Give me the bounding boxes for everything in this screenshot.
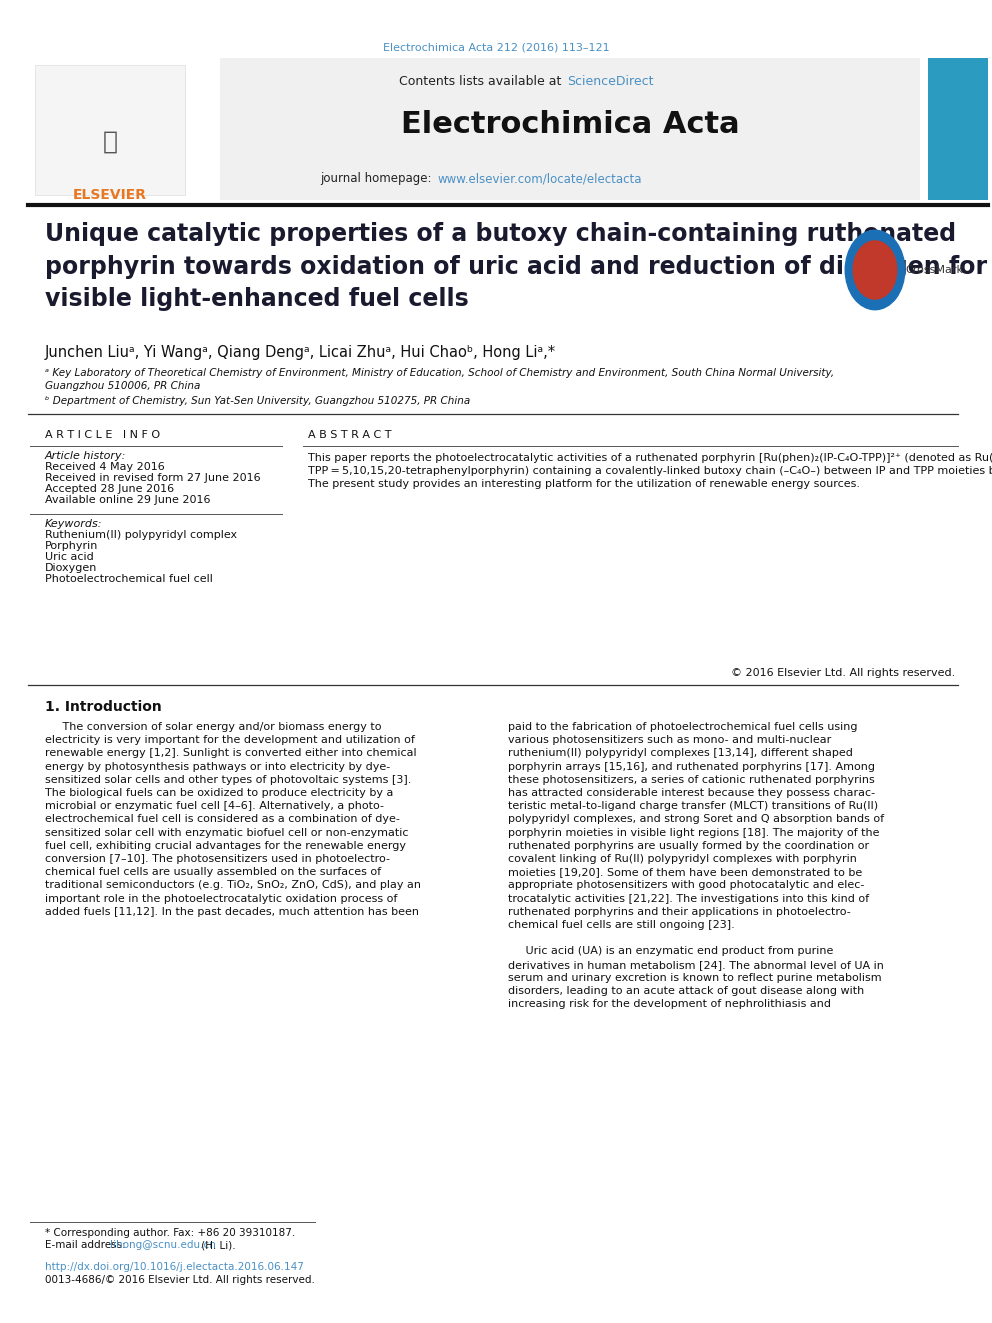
- Text: 0013-4686/© 2016 Elsevier Ltd. All rights reserved.: 0013-4686/© 2016 Elsevier Ltd. All right…: [45, 1275, 314, 1285]
- Text: 1. Introduction: 1. Introduction: [45, 700, 162, 714]
- Text: 🌳: 🌳: [102, 130, 117, 153]
- Text: Received 4 May 2016: Received 4 May 2016: [45, 462, 165, 472]
- Text: ELSEVIER: ELSEVIER: [73, 188, 147, 202]
- Text: Received in revised form 27 June 2016: Received in revised form 27 June 2016: [45, 474, 261, 483]
- Text: http://dx.doi.org/10.1016/j.electacta.2016.06.147: http://dx.doi.org/10.1016/j.electacta.20…: [45, 1262, 304, 1271]
- Text: journal homepage:: journal homepage:: [319, 172, 435, 185]
- Text: A R T I C L E   I N F O: A R T I C L E I N F O: [45, 430, 160, 441]
- Text: Contents lists available at: Contents lists available at: [399, 75, 565, 89]
- Text: Accepted 28 June 2016: Accepted 28 June 2016: [45, 484, 175, 493]
- Text: ᵇ Department of Chemistry, Sun Yat-Sen University, Guangzhou 510275, PR China: ᵇ Department of Chemistry, Sun Yat-Sen U…: [45, 396, 470, 406]
- Text: Ruthenium(II) polypyridyl complex: Ruthenium(II) polypyridyl complex: [45, 531, 237, 540]
- Text: © 2016 Elsevier Ltd. All rights reserved.: © 2016 Elsevier Ltd. All rights reserved…: [731, 668, 955, 677]
- Text: Photoelectrochemical fuel cell: Photoelectrochemical fuel cell: [45, 574, 213, 583]
- Text: Electrochimica Acta 212 (2016) 113–121: Electrochimica Acta 212 (2016) 113–121: [383, 42, 609, 52]
- Text: CrossMark: CrossMark: [905, 265, 963, 275]
- Text: (H. Li).: (H. Li).: [198, 1240, 236, 1250]
- Text: The conversion of solar energy and/or biomass energy to
electricity is very impo: The conversion of solar energy and/or bi…: [45, 722, 421, 917]
- Bar: [35, 65, 185, 194]
- Text: Junchen Liuᵃ, Yi Wangᵃ, Qiang Dengᵃ, Licai Zhuᵃ, Hui Chaoᵇ, Hong Liᵃ,*: Junchen Liuᵃ, Yi Wangᵃ, Qiang Dengᵃ, Lic…: [45, 345, 557, 360]
- Bar: [28, 58, 215, 200]
- Text: * Corresponding author. Fax: +86 20 39310187.: * Corresponding author. Fax: +86 20 3931…: [45, 1228, 296, 1238]
- Text: Porphyrin: Porphyrin: [45, 541, 98, 550]
- Text: ᵃ Key Laboratory of Theoretical Chemistry of Environment, Ministry of Education,: ᵃ Key Laboratory of Theoretical Chemistr…: [45, 368, 834, 390]
- Text: Keywords:: Keywords:: [45, 519, 102, 529]
- Text: paid to the fabrication of photoelectrochemical fuel cells using
various photose: paid to the fabrication of photoelectroc…: [508, 722, 884, 1009]
- Text: Available online 29 June 2016: Available online 29 June 2016: [45, 495, 210, 505]
- Text: lihong@scnu.edu.cn: lihong@scnu.edu.cn: [110, 1240, 216, 1250]
- Text: Unique catalytic properties of a butoxy chain-containing ruthenated
porphyrin to: Unique catalytic properties of a butoxy …: [45, 222, 987, 311]
- Text: E-mail address:: E-mail address:: [45, 1240, 129, 1250]
- Text: This paper reports the photoelectrocatalytic activities of a ruthenated porphyri: This paper reports the photoelectrocatal…: [308, 452, 992, 490]
- Text: A B S T R A C T: A B S T R A C T: [308, 430, 392, 441]
- Text: Dioxygen: Dioxygen: [45, 564, 97, 573]
- Bar: [928, 58, 988, 200]
- Text: Article history:: Article history:: [45, 451, 126, 460]
- Circle shape: [845, 230, 905, 310]
- Circle shape: [853, 241, 897, 299]
- Bar: [220, 58, 920, 200]
- Text: www.elsevier.com/locate/electacta: www.elsevier.com/locate/electacta: [437, 172, 642, 185]
- Text: Electrochimica Acta: Electrochimica Acta: [401, 110, 739, 139]
- Text: ScienceDirect: ScienceDirect: [567, 75, 654, 89]
- Text: Uric acid: Uric acid: [45, 552, 94, 562]
